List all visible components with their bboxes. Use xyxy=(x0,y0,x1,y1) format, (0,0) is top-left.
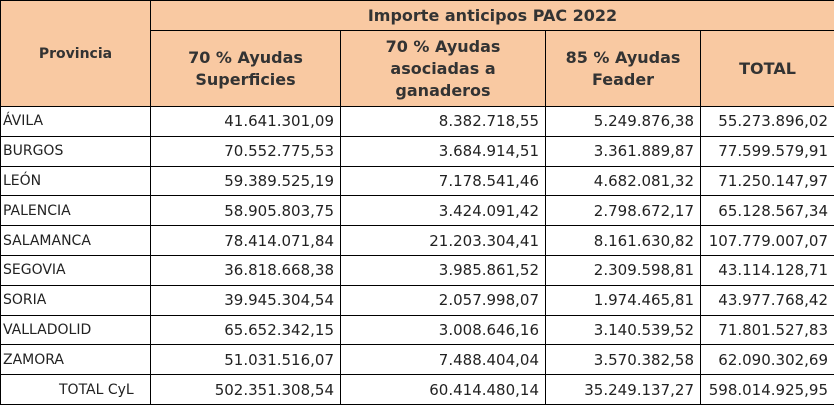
amount-cell: 60.414.480,14 xyxy=(340,374,546,405)
row-label: PALENCIA xyxy=(0,195,151,227)
header-row: 70 % Ayudas Superficies 70 % Ayudas asoc… xyxy=(1,30,834,107)
data-row: PALENCIA 58.905.803,75 3.424.091,42 2.798.6… xyxy=(0,195,834,227)
amount-cell: 1.974.465,81 xyxy=(545,284,701,316)
amount-cell: 3.684.914,51 xyxy=(340,135,546,167)
row-label: ZAMORA xyxy=(0,344,151,376)
row-label: TOTAL CyL xyxy=(0,374,151,405)
amount-cell: 8.161.630,82 xyxy=(545,225,701,256)
table-head: Provincia Importe anticipos PAC 2022 70 … xyxy=(0,0,834,107)
row-label: VALLADOLID xyxy=(0,314,151,346)
amount-cell: 65.128.567,34 xyxy=(699,195,834,227)
column-header: 70 % Ayudas Superficies xyxy=(150,30,341,107)
amount-cell: 3.008.646,16 xyxy=(340,314,546,346)
amount-cell: 39.945.304,54 xyxy=(150,284,341,316)
header-row: Provincia Importe anticipos PAC 2022 xyxy=(0,0,834,107)
data-row: BURGOS 70.552.775,53 3.684.914,51 3.361.889… xyxy=(0,135,834,167)
amount-cell: 3.985.861,52 xyxy=(340,254,546,286)
row-label: SEGOVIA xyxy=(0,254,151,286)
total-row: TOTAL CyL 502.351.308,54 60.414.480,14 35.2… xyxy=(0,374,834,405)
amount-cell: 58.905.803,75 xyxy=(150,195,341,227)
row-label: SALAMANCA xyxy=(0,225,151,256)
column-header: Provincia xyxy=(0,0,151,107)
data-row: ZAMORA 51.031.516,07 7.488.404,04 3.570.382… xyxy=(0,344,834,376)
amount-cell: 3.140.539,52 xyxy=(545,314,701,346)
amount-cell: 5.249.876,38 xyxy=(545,106,701,137)
amount-cell: 107.779.007,07 xyxy=(699,225,834,256)
column-header: 70 % Ayudas asociadas a ganaderos xyxy=(340,30,546,107)
table-body: ÁVILA 41.641.301,09 8.382.718,55 5.249.876,… xyxy=(0,106,834,405)
amount-cell: 3.361.889,87 xyxy=(545,135,701,167)
amount-cell: 71.250.147,97 xyxy=(699,165,834,197)
data-row: SORIA 39.945.304,54 2.057.998,07 1.974.465,… xyxy=(0,284,834,316)
amount-cell: 2.057.998,07 xyxy=(340,284,546,316)
amount-cell: 2.309.598,81 xyxy=(545,254,701,286)
amount-cell: 21.203.304,41 xyxy=(340,225,546,256)
amount-cell: 2.798.672,17 xyxy=(545,195,701,227)
amount-cell: 55.273.896,02 xyxy=(699,106,834,137)
amount-cell: 78.414.071,84 xyxy=(150,225,341,256)
amount-cell: 41.641.301,09 xyxy=(150,106,341,137)
amount-cell: 65.652.342,15 xyxy=(150,314,341,346)
amount-cell: 36.818.668,38 xyxy=(150,254,341,286)
amount-cell: 598.014.925,95 xyxy=(699,374,834,405)
data-row: VALLADOLID 65.652.342,15 3.008.646,16 3.140… xyxy=(0,314,834,346)
amount-cell: 7.178.541,46 xyxy=(340,165,546,197)
amount-cell: 71.801.527,83 xyxy=(699,314,834,346)
row-label: SORIA xyxy=(0,284,151,316)
amount-cell: 62.090.302,69 xyxy=(699,344,834,376)
row-label: BURGOS xyxy=(0,135,151,167)
table-title: Importe anticipos PAC 2022 xyxy=(149,0,834,31)
amount-cell: 8.382.718,55 xyxy=(340,106,546,137)
data-row: ÁVILA 41.641.301,09 8.382.718,55 5.249.876,… xyxy=(0,106,834,137)
amount-cell: 3.570.382,58 xyxy=(545,344,701,376)
column-header: 85 % Ayudas Feader xyxy=(545,30,701,107)
data-row: SALAMANCA 78.414.071,84 21.203.304,41 8.161… xyxy=(0,225,834,256)
amount-cell: 51.031.516,07 xyxy=(150,344,341,376)
amount-cell: 35.249.137,27 xyxy=(545,374,701,405)
amount-cell: 3.424.091,42 xyxy=(340,195,546,227)
amount-cell: 43.114.128,71 xyxy=(699,254,834,286)
row-label: LEÓN xyxy=(0,165,151,197)
amount-cell: 77.599.579,91 xyxy=(699,135,834,167)
row-label: ÁVILA xyxy=(0,106,151,137)
amount-cell: 7.488.404,04 xyxy=(340,344,546,376)
amount-cell: 43.977.768,42 xyxy=(699,284,834,316)
column-header: TOTAL xyxy=(699,30,834,107)
amount-cell: 70.552.775,53 xyxy=(150,135,341,167)
data-row: SEGOVIA 36.818.668,38 3.985.861,52 2.309.59… xyxy=(0,254,834,286)
amount-cell: 502.351.308,54 xyxy=(150,374,341,405)
amount-cell: 4.682.081,32 xyxy=(545,165,701,197)
amount-cell: 59.389.525,19 xyxy=(150,165,341,197)
data-row: LEÓN 59.389.525,19 7.178.541,46 4.682.081,3… xyxy=(0,165,834,197)
